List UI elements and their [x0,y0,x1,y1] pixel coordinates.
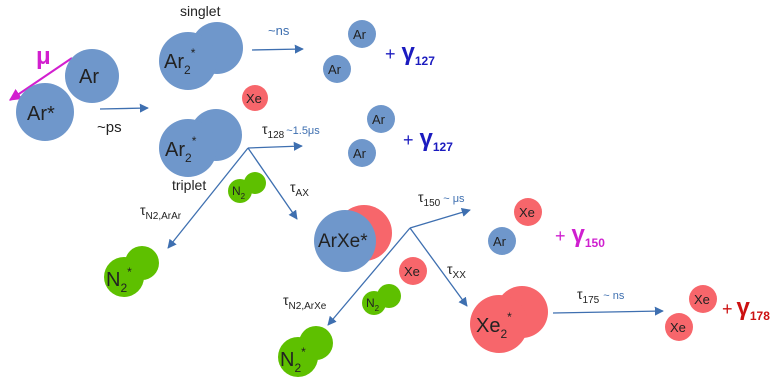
argon-atom-label: Ar [79,66,99,88]
tau128-label: τ128 ~1.5μs [262,121,320,141]
tau-ax-label: τAX [290,179,309,199]
tau150-arrow [409,207,471,229]
xenon-product-2 [689,285,717,313]
triplet-argon-dimer: Ar2* [159,109,242,177]
svg-text:Xe: Xe [670,320,686,335]
muon-arrow [9,57,73,101]
svg-text:Xe: Xe [246,91,262,106]
svg-text:Xe: Xe [694,292,710,307]
tau-ax-arrow [247,147,298,220]
tau-xx-label: τXX [447,261,466,281]
singlet-decay-arrow [251,44,304,54]
gamma178: + γ178 [722,294,770,323]
xenon-product-3 [665,313,693,341]
svg-text:Xe: Xe [519,205,535,220]
svg-text:Ar2*: Ar2* [165,134,197,165]
muon-label: μ [36,43,51,70]
svg-text:Ar: Ar [353,146,367,161]
excited-argon-atom [16,83,74,141]
singlet-label: singlet [180,3,221,19]
svg-text:Xe: Xe [404,264,420,279]
xenon-atom-top [242,85,268,111]
singlet-time-label: ~ns [268,23,290,38]
svg-text:Ar: Ar [493,234,507,249]
ps-arrow [99,103,149,113]
tau-n2-arar-arrow [167,147,249,249]
tau175-label: τ175 ~ ns [577,286,625,306]
excited-nitrogen-2: N2* [278,326,333,377]
singlet-argon-dimer: Ar2* [159,22,243,90]
svg-text:N2*: N2* [106,265,132,295]
gamma127-middle: + γ127 [403,125,453,154]
xenon-dimer: Xe2* [470,286,548,353]
triplet-label: triplet [172,177,206,193]
tau175-arrow [552,306,664,316]
nitrogen-molecule-small-1: N2 [228,172,266,203]
svg-text:N2: N2 [366,296,380,313]
gamma150: + γ150 [555,221,605,250]
argon-atom [65,49,119,103]
tau-xx-arrow [409,227,468,307]
svg-text:Ar: Ar [328,62,342,77]
svg-text:Ar2*: Ar2* [164,46,196,77]
argon-product-5 [488,227,516,255]
excited-nitrogen-1: N2* [104,246,159,297]
svg-text:Ar: Ar [372,112,386,127]
excited-argon-label: Ar* [27,103,55,125]
tau-n2-arar-label: τN2,ArAr [140,202,182,222]
argon-xenon-excimer: ArXe* [314,205,392,272]
svg-text:N2*: N2* [280,345,306,375]
svg-text:Ar: Ar [353,27,367,42]
nitrogen-molecule-small-2: N2 [362,284,401,315]
gamma127-top: + γ127 [385,39,435,68]
argon-product-3 [367,105,395,133]
tau128-arrow [247,141,303,151]
svg-text:ArXe*: ArXe* [318,231,368,252]
argon-product-4 [348,139,376,167]
xenon-product-1 [514,198,542,226]
xenon-atom-middle [399,257,427,285]
argon-product-2 [323,55,351,83]
tau-n2-arxe-label: τN2,ArXe [283,292,327,312]
svg-text:Xe2*: Xe2* [476,310,512,341]
argon-product-1 [348,20,376,48]
tau-n2-arxe-arrow [327,227,411,326]
tau150-label: τ150 ~ μs [418,189,465,209]
svg-text:N2: N2 [232,184,246,201]
ps-label: ~ps [97,119,122,136]
